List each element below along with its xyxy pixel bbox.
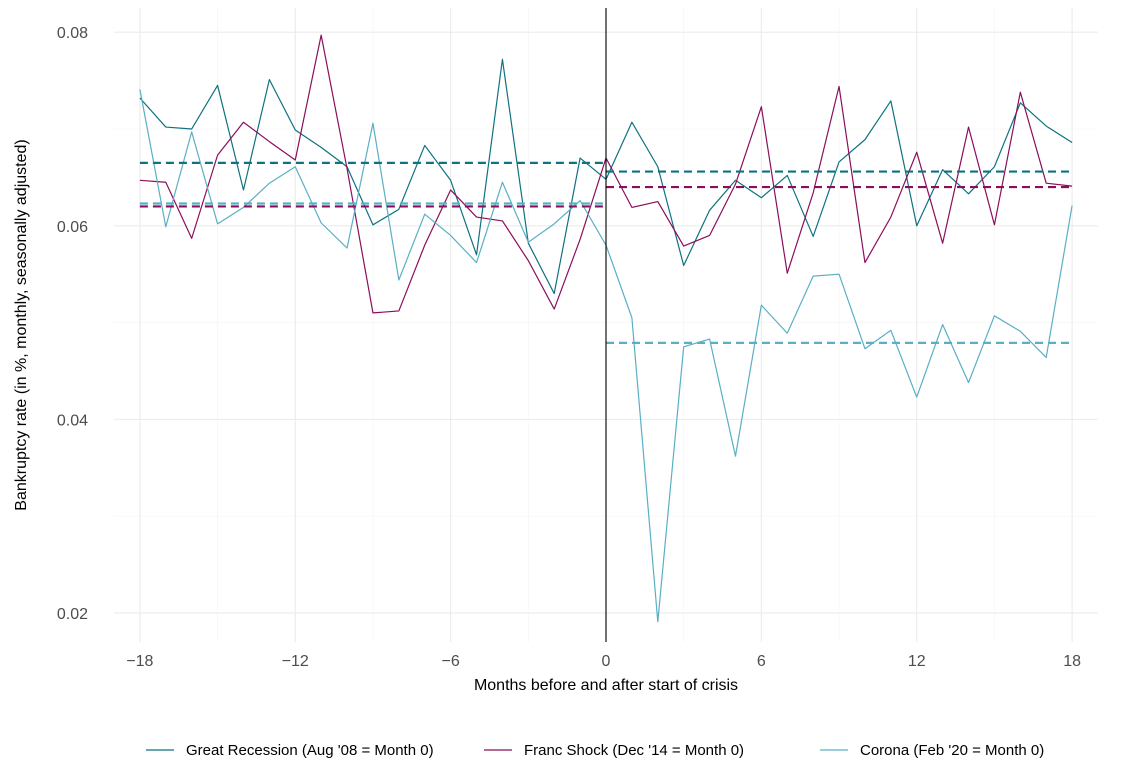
x-tick-label: −18 (126, 653, 153, 670)
y-tick-label: 0.02 (57, 606, 88, 623)
y-axis-label: Bankruptcy rate (in %, monthly, seasonal… (13, 139, 30, 510)
x-tick-label: −6 (442, 653, 460, 670)
legend: Great Recession (Aug '08 = Month 0) Franc… (146, 742, 1044, 759)
y-tick-label: 0.06 (57, 219, 88, 236)
x-tick-label: −12 (282, 653, 309, 670)
x-axis-label: Months before and after start of crisis (474, 677, 738, 694)
y-tick-label: 0.04 (57, 412, 88, 429)
legend-label-3: Corona (Feb '20 = Month 0) (860, 742, 1044, 759)
x-tick-label: 6 (757, 653, 766, 670)
x-tick-label: 12 (908, 653, 926, 670)
legend-label-2: Franc Shock (Dec '14 = Month 0) (524, 742, 744, 759)
x-tick-label: 0 (602, 653, 611, 670)
legend-label-1: Great Recession (Aug '08 = Month 0) (186, 742, 434, 759)
y-tick-labels: 0.02 0.04 0.06 0.08 (57, 25, 88, 623)
x-tick-label: 18 (1063, 653, 1081, 670)
x-tick-labels: −18 −12 −6 0 6 12 18 (126, 653, 1081, 670)
y-tick-label: 0.08 (57, 25, 88, 42)
